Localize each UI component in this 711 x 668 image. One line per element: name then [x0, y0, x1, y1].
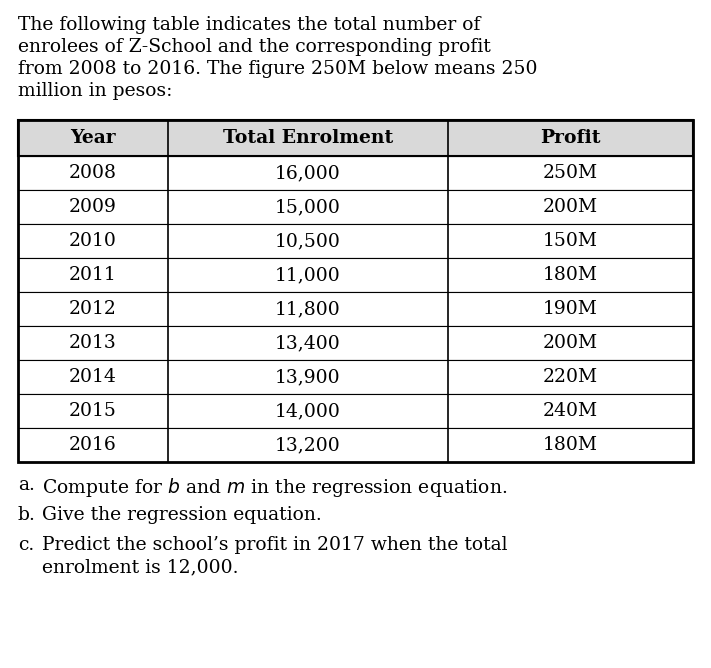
- Text: 14,000: 14,000: [275, 402, 341, 420]
- Text: The following table indicates the total number of: The following table indicates the total …: [18, 16, 481, 34]
- Bar: [18, 156, 693, 190]
- Text: million in pesos:: million in pesos:: [18, 82, 172, 100]
- Text: Compute for $\it{b}$ and $\it{m}$ in the regression equation.: Compute for $\it{b}$ and $\it{m}$ in the…: [42, 476, 508, 499]
- Text: enrolees of Z-School and the corresponding profit: enrolees of Z-School and the correspondi…: [18, 38, 491, 56]
- Text: 2009: 2009: [69, 198, 117, 216]
- Text: from 2008 to 2016. The figure 250M below means 250: from 2008 to 2016. The figure 250M below…: [18, 60, 538, 78]
- Text: Year: Year: [70, 129, 116, 147]
- Text: Total Enrolment: Total Enrolment: [223, 129, 393, 147]
- Text: 13,200: 13,200: [275, 436, 341, 454]
- Text: 2013: 2013: [69, 334, 117, 352]
- Bar: [18, 190, 693, 224]
- Bar: [18, 394, 693, 428]
- Text: 13,400: 13,400: [275, 334, 341, 352]
- Text: 2012: 2012: [69, 300, 117, 318]
- Text: 13,900: 13,900: [275, 368, 341, 386]
- Bar: [18, 224, 693, 258]
- Text: 190M: 190M: [543, 300, 598, 318]
- Text: 10,500: 10,500: [275, 232, 341, 250]
- Bar: [18, 258, 693, 292]
- Text: 200M: 200M: [543, 334, 598, 352]
- Text: b.: b.: [18, 506, 36, 524]
- Text: 200M: 200M: [543, 198, 598, 216]
- Bar: [18, 120, 693, 462]
- Text: 250M: 250M: [543, 164, 598, 182]
- Text: enrolment is 12,000.: enrolment is 12,000.: [42, 558, 238, 576]
- Text: 220M: 220M: [543, 368, 598, 386]
- Text: 150M: 150M: [543, 232, 598, 250]
- Text: 11,800: 11,800: [275, 300, 341, 318]
- Text: 15,000: 15,000: [275, 198, 341, 216]
- Bar: [18, 120, 693, 156]
- Text: 16,000: 16,000: [275, 164, 341, 182]
- Text: 2014: 2014: [69, 368, 117, 386]
- Text: 2010: 2010: [69, 232, 117, 250]
- Text: 2008: 2008: [69, 164, 117, 182]
- Bar: [18, 428, 693, 462]
- Text: 2016: 2016: [69, 436, 117, 454]
- Text: Profit: Profit: [540, 129, 601, 147]
- Text: 180M: 180M: [543, 266, 598, 284]
- Text: 240M: 240M: [543, 402, 598, 420]
- Bar: [18, 326, 693, 360]
- Bar: [18, 360, 693, 394]
- Text: 11,000: 11,000: [275, 266, 341, 284]
- Text: 2011: 2011: [69, 266, 117, 284]
- Text: 2015: 2015: [69, 402, 117, 420]
- Text: Give the regression equation.: Give the regression equation.: [42, 506, 322, 524]
- Text: a.: a.: [18, 476, 35, 494]
- Text: Predict the school’s profit in 2017 when the total: Predict the school’s profit in 2017 when…: [42, 536, 508, 554]
- Bar: [18, 292, 693, 326]
- Text: c.: c.: [18, 536, 34, 554]
- Text: 180M: 180M: [543, 436, 598, 454]
